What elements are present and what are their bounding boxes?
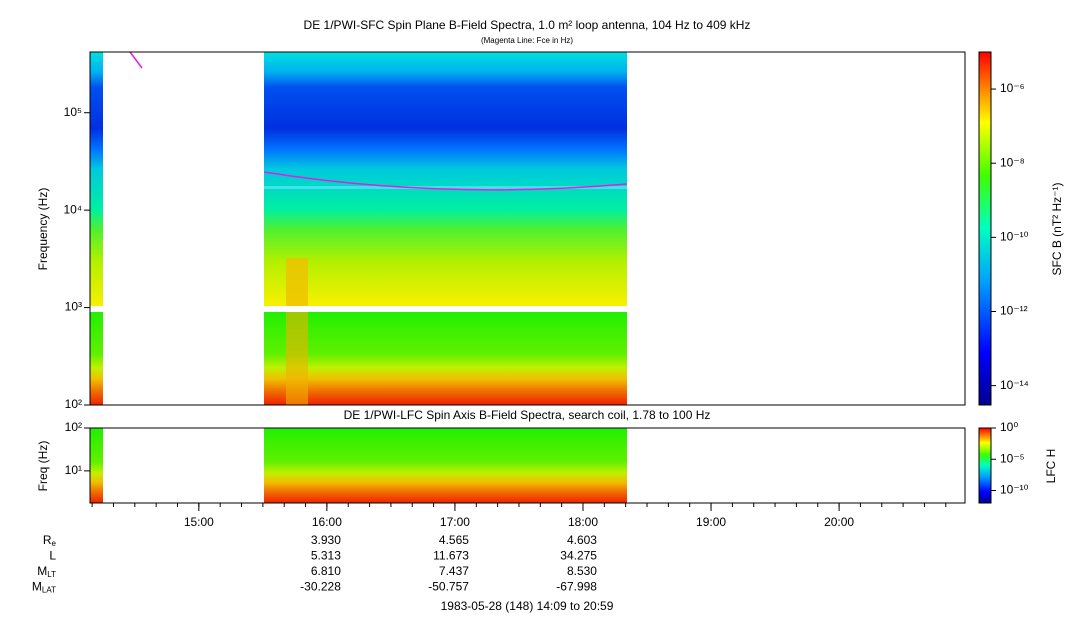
chart-subtitle: (Magenta Line: Fce in Hz)	[481, 36, 573, 45]
ephemeris-value: 5.313	[311, 549, 341, 563]
y-tick-label: 10³	[65, 300, 82, 314]
colorbar-tick-label: 10⁰	[1000, 420, 1018, 434]
y-tick-label: 10⁵	[64, 105, 82, 119]
label-main: L	[49, 549, 56, 563]
x-tick-label: 19:00	[696, 515, 726, 529]
x-tick-label: 16:00	[312, 515, 342, 529]
ephemeris-value: -30.228	[300, 580, 341, 594]
colorbar-label: LFC H	[1044, 449, 1058, 484]
colorbar	[979, 52, 991, 405]
chart-title: DE 1/PWI-SFC Spin Plane B-Field Spectra,…	[304, 18, 751, 32]
y-tick-label: 10¹	[65, 463, 82, 477]
ephemeris-value: 34.275	[560, 549, 597, 563]
y-tick-label: 10²	[65, 420, 82, 434]
colorbar-tick-label: 10⁻¹⁰	[1000, 230, 1029, 244]
ephemeris-value: 8.530	[567, 564, 597, 578]
y-axis-label: Freq (Hz)	[36, 441, 50, 492]
label-sub: LAT	[42, 586, 56, 595]
label-main: R	[43, 533, 52, 547]
ephemeris-label: MLAT	[32, 580, 56, 595]
ephemeris-value: 7.437	[439, 564, 469, 578]
colorbar-tick-label: 10⁻⁸	[1000, 155, 1025, 169]
axes-frame	[89, 51, 966, 406]
label-main: M	[37, 564, 47, 578]
colorbar-tick-label: 10⁻⁵	[1000, 451, 1025, 465]
x-tick-label: 17:00	[440, 515, 470, 529]
footer: 1983-05-28 (148) 14:09 to 20:59	[441, 599, 614, 613]
y-tick-label: 10²	[65, 397, 82, 411]
ephemeris-value: 4.565	[439, 533, 469, 547]
ephemeris-label: L	[49, 549, 56, 563]
ephemeris-value: -67.998	[556, 580, 597, 594]
ephemeris-value: 3.930	[311, 533, 341, 547]
colorbar-label: SFC B (nT² Hz⁻¹)	[1050, 183, 1064, 276]
ephemeris-value: 4.603	[567, 533, 597, 547]
spectrogram-image	[90, 51, 628, 503]
ephemeris-label: MLT	[37, 564, 56, 579]
colorbar-frame	[978, 51, 992, 406]
y-axis-label: Frequency (Hz)	[36, 188, 50, 271]
colorbar	[979, 428, 991, 503]
colorbar-frame	[978, 427, 992, 504]
colorbar-tick-label: 10⁻¹²	[1000, 304, 1028, 318]
chart-title: DE 1/PWI-LFC Spin Axis B-Field Spectra, …	[344, 408, 711, 422]
ephemeris-label: Re	[43, 533, 57, 548]
y-tick-label: 10⁴	[63, 202, 82, 216]
label-main: M	[32, 580, 42, 594]
colorbar-tick-label: 10⁻¹⁴	[1000, 378, 1029, 392]
x-tick-label: 18:00	[568, 515, 598, 529]
ephemeris-value: -50.757	[428, 580, 469, 594]
x-tick-label: 20:00	[824, 515, 854, 529]
ephemeris-value: 11.673	[433, 549, 469, 563]
ephemeris-value: 6.810	[311, 564, 341, 578]
axes-frame	[89, 427, 966, 504]
colorbar-tick-label: 10⁻⁶	[1000, 81, 1025, 95]
colorbar-tick-label: 10⁻¹⁰	[1000, 483, 1029, 497]
label-sub: e	[52, 539, 57, 548]
label-sub: LT	[47, 570, 56, 579]
x-tick-label: 15:00	[184, 515, 214, 529]
